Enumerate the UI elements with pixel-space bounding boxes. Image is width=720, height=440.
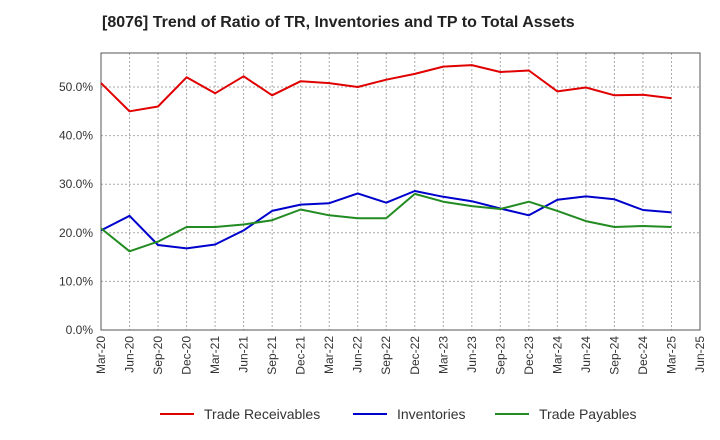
- x-tick-label: Mar-25: [664, 336, 678, 374]
- x-tick-label: Sep-20: [151, 336, 165, 375]
- y-tick-label: 20.0%: [59, 226, 93, 240]
- plot-area: [100, 52, 701, 331]
- series-lines: [100, 64, 672, 253]
- x-tick-label: Jun-25: [693, 336, 707, 373]
- trade-payables-line: [100, 192, 672, 253]
- x-tick-label: Jun-24: [579, 336, 593, 373]
- y-axis-tick-labels: 0.0% 10.0% 20.0% 30.0% 40.0% 50.0%: [59, 80, 93, 337]
- x-tick-label: Mar-24: [550, 336, 564, 374]
- y-tick-label: 10.0%: [59, 274, 93, 288]
- x-tick-label: Sep-21: [265, 336, 279, 375]
- x-tick-label: Mar-22: [322, 336, 336, 374]
- x-tick-label: Jun-22: [351, 336, 365, 373]
- legend-label: Trade Payables: [539, 406, 637, 422]
- x-axis-tick-labels: Mar-20 Jun-20 Sep-20 Dec-20 Mar-21 Jun-21 Sep-…: [94, 336, 707, 375]
- inventories-line: [100, 190, 672, 250]
- x-tick-label: Mar-21: [208, 336, 222, 374]
- x-tick-label: Jun-23: [465, 336, 479, 373]
- y-tick-label: 50.0%: [59, 80, 93, 94]
- chart-title: [8076] Trend of Ratio of TR, Inventories…: [102, 14, 575, 31]
- legend-label: Trade Receivables: [204, 406, 320, 422]
- x-tick-label: Sep-23: [493, 336, 507, 375]
- x-tick-label: Dec-20: [180, 336, 194, 375]
- legend-label: Inventories: [397, 406, 465, 422]
- x-tick-label: Dec-21: [294, 336, 308, 375]
- x-tick-label: Dec-23: [522, 336, 536, 375]
- x-tick-label: Mar-20: [94, 336, 108, 374]
- legend: Trade Receivables Inventories Trade Payabl…: [160, 406, 637, 422]
- x-tick-label: Jun-21: [237, 336, 251, 373]
- x-tick-label: Mar-23: [436, 336, 450, 374]
- trade-receivables-line: [100, 64, 672, 113]
- x-tick-label: Dec-24: [636, 336, 650, 375]
- x-tick-label: Sep-24: [607, 336, 621, 375]
- x-tick-label: Sep-22: [379, 336, 393, 375]
- x-tick-label: Jun-20: [123, 336, 137, 373]
- y-tick-label: 0.0%: [66, 323, 94, 337]
- y-tick-label: 30.0%: [59, 177, 93, 191]
- y-tick-label: 40.0%: [59, 129, 93, 143]
- x-tick-label: Dec-22: [408, 336, 422, 375]
